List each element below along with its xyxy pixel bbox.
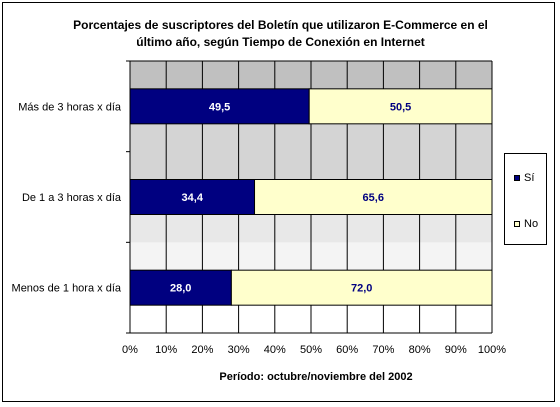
bar-si xyxy=(129,179,256,215)
chart-title-line-2: último año, según Tiempo de Conexión en … xyxy=(136,35,425,49)
legend-label-si: Sí xyxy=(524,172,535,184)
x-tick-label: 0% xyxy=(122,344,138,356)
data-label: 34,4 xyxy=(182,192,204,204)
x-tick-label: 10% xyxy=(155,344,177,356)
x-tick-label: 100% xyxy=(478,344,506,356)
chart-title: Porcentajes de suscriptores del Boletín … xyxy=(33,17,528,51)
legend-swatch-no xyxy=(514,221,520,227)
x-axis-title: Período: octubre/noviembre del 2002 xyxy=(219,371,412,383)
bar-no xyxy=(254,179,493,215)
chart-title-line-1: Porcentajes de suscriptores del Boletín … xyxy=(73,18,488,32)
category-label: De 1 a 3 horas x día xyxy=(22,192,122,204)
legend-label-no: No xyxy=(524,218,539,230)
bar-no xyxy=(230,269,493,306)
legend: Sí No xyxy=(504,153,547,245)
bar-si xyxy=(129,88,310,125)
data-label: 72,0 xyxy=(351,283,372,295)
x-tick-label: 70% xyxy=(372,344,394,356)
x-tick-label: 20% xyxy=(191,344,213,356)
x-tick-label: 50% xyxy=(300,344,322,356)
bar-no xyxy=(308,88,493,125)
x-tick-label: 90% xyxy=(445,344,467,356)
x-tick-label: 60% xyxy=(336,344,358,356)
category-label: Más de 3 horas x día xyxy=(18,101,122,113)
category-label: Menos de 1 hora x día xyxy=(12,283,122,295)
data-label: 65,6 xyxy=(363,192,384,204)
x-tick-label: 80% xyxy=(409,344,431,356)
x-tick-label: 40% xyxy=(264,344,286,356)
x-tick-label: 30% xyxy=(228,344,250,356)
data-label: 28,0 xyxy=(170,283,191,295)
legend-swatch-si xyxy=(514,175,520,181)
data-label: 49,5 xyxy=(209,101,230,113)
data-label: 50,5 xyxy=(390,101,411,113)
